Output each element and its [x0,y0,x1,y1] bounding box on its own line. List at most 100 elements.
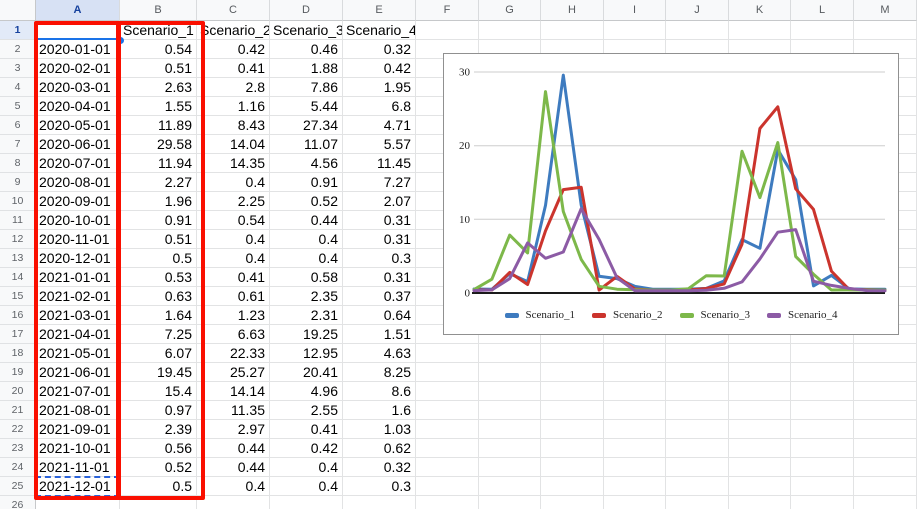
row-header-19[interactable]: 19 [0,363,36,382]
cell-L18[interactable] [791,344,854,363]
column-header-I[interactable]: I [604,0,666,21]
cell-B2[interactable]: 0.54 [120,40,197,59]
column-header-A[interactable]: A [36,0,120,21]
cell-E20[interactable]: 8.6 [343,382,416,401]
cell-I1[interactable] [604,21,666,40]
cell-M25[interactable] [854,477,917,496]
cell-C8[interactable]: 14.35 [197,154,270,173]
column-header-F[interactable]: F [416,0,479,21]
cell-J21[interactable] [666,401,729,420]
cell-H22[interactable] [541,420,604,439]
cell-C3[interactable]: 0.41 [197,59,270,78]
cell-L24[interactable] [791,458,854,477]
cell-H18[interactable] [541,344,604,363]
cell-E24[interactable]: 0.32 [343,458,416,477]
cell-F18[interactable] [416,344,479,363]
cell-D4[interactable]: 7.86 [270,78,343,97]
row-header-12[interactable]: 12 [0,230,36,249]
cell-K23[interactable] [729,439,791,458]
cell-B10[interactable]: 1.96 [120,192,197,211]
cell-C9[interactable]: 0.4 [197,173,270,192]
cell-E4[interactable]: 1.95 [343,78,416,97]
cell-D15[interactable]: 2.35 [270,287,343,306]
cell-A12[interactable]: 2020-11-01 [36,230,120,249]
cell-B3[interactable]: 0.51 [120,59,197,78]
cell-B11[interactable]: 0.91 [120,211,197,230]
cell-I20[interactable] [604,382,666,401]
cell-C11[interactable]: 0.54 [197,211,270,230]
cell-H19[interactable] [541,363,604,382]
cell-E9[interactable]: 7.27 [343,173,416,192]
cell-A21[interactable]: 2021-08-01 [36,401,120,420]
cell-F20[interactable] [416,382,479,401]
cell-B22[interactable]: 2.39 [120,420,197,439]
cell-D23[interactable]: 0.42 [270,439,343,458]
cell-F19[interactable] [416,363,479,382]
cell-H21[interactable] [541,401,604,420]
cell-K18[interactable] [729,344,791,363]
cell-A8[interactable]: 2020-07-01 [36,154,120,173]
cell-M23[interactable] [854,439,917,458]
cell-M24[interactable] [854,458,917,477]
cell-H24[interactable] [541,458,604,477]
cell-J22[interactable] [666,420,729,439]
cell-F23[interactable] [416,439,479,458]
row-header-8[interactable]: 8 [0,154,36,173]
cell-K1[interactable] [729,21,791,40]
cell-E6[interactable]: 4.71 [343,116,416,135]
cell-L19[interactable] [791,363,854,382]
cell-F25[interactable] [416,477,479,496]
cell-D9[interactable]: 0.91 [270,173,343,192]
cell-C20[interactable]: 14.14 [197,382,270,401]
cell-F22[interactable] [416,420,479,439]
cell-A18[interactable]: 2021-05-01 [36,344,120,363]
cell-B19[interactable]: 19.45 [120,363,197,382]
cell-D12[interactable]: 0.4 [270,230,343,249]
row-header-26[interactable]: 26 [0,496,36,509]
cell-L22[interactable] [791,420,854,439]
cell-K22[interactable] [729,420,791,439]
cell-B13[interactable]: 0.5 [120,249,197,268]
cell-E25[interactable]: 0.3 [343,477,416,496]
cell-G21[interactable] [479,401,541,420]
cell-G23[interactable] [479,439,541,458]
cell-K25[interactable] [729,477,791,496]
cell-E13[interactable]: 0.3 [343,249,416,268]
column-header-H[interactable]: H [541,0,604,21]
row-header-25[interactable]: 25 [0,477,36,496]
column-header-E[interactable]: E [343,0,416,21]
cell-G19[interactable] [479,363,541,382]
row-header-23[interactable]: 23 [0,439,36,458]
row-header-15[interactable]: 15 [0,287,36,306]
cell-A20[interactable]: 2021-07-01 [36,382,120,401]
cell-D8[interactable]: 4.56 [270,154,343,173]
cell-B15[interactable]: 0.63 [120,287,197,306]
cell-L1[interactable] [791,21,854,40]
cell-C7[interactable]: 14.04 [197,135,270,154]
cell-D19[interactable]: 20.41 [270,363,343,382]
cell-E16[interactable]: 0.64 [343,306,416,325]
cell-I25[interactable] [604,477,666,496]
cell-D14[interactable]: 0.58 [270,268,343,287]
cell-B16[interactable]: 1.64 [120,306,197,325]
cell-H1[interactable] [541,21,604,40]
cell-G18[interactable] [479,344,541,363]
cell-A13[interactable]: 2020-12-01 [36,249,120,268]
row-header-7[interactable]: 7 [0,135,36,154]
cell-A11[interactable]: 2020-10-01 [36,211,120,230]
cell-J23[interactable] [666,439,729,458]
cell-G24[interactable] [479,458,541,477]
cell-K21[interactable] [729,401,791,420]
cell-C22[interactable]: 2.97 [197,420,270,439]
cell-F24[interactable] [416,458,479,477]
cell-I23[interactable] [604,439,666,458]
cell-G26[interactable] [479,496,541,509]
column-header-B[interactable]: B [120,0,197,21]
cell-E15[interactable]: 0.37 [343,287,416,306]
cell-J24[interactable] [666,458,729,477]
cell-F1[interactable] [416,21,479,40]
cell-D6[interactable]: 27.34 [270,116,343,135]
cell-K19[interactable] [729,363,791,382]
row-header-2[interactable]: 2 [0,40,36,59]
cell-A2[interactable]: 2020-01-01 [36,40,120,59]
